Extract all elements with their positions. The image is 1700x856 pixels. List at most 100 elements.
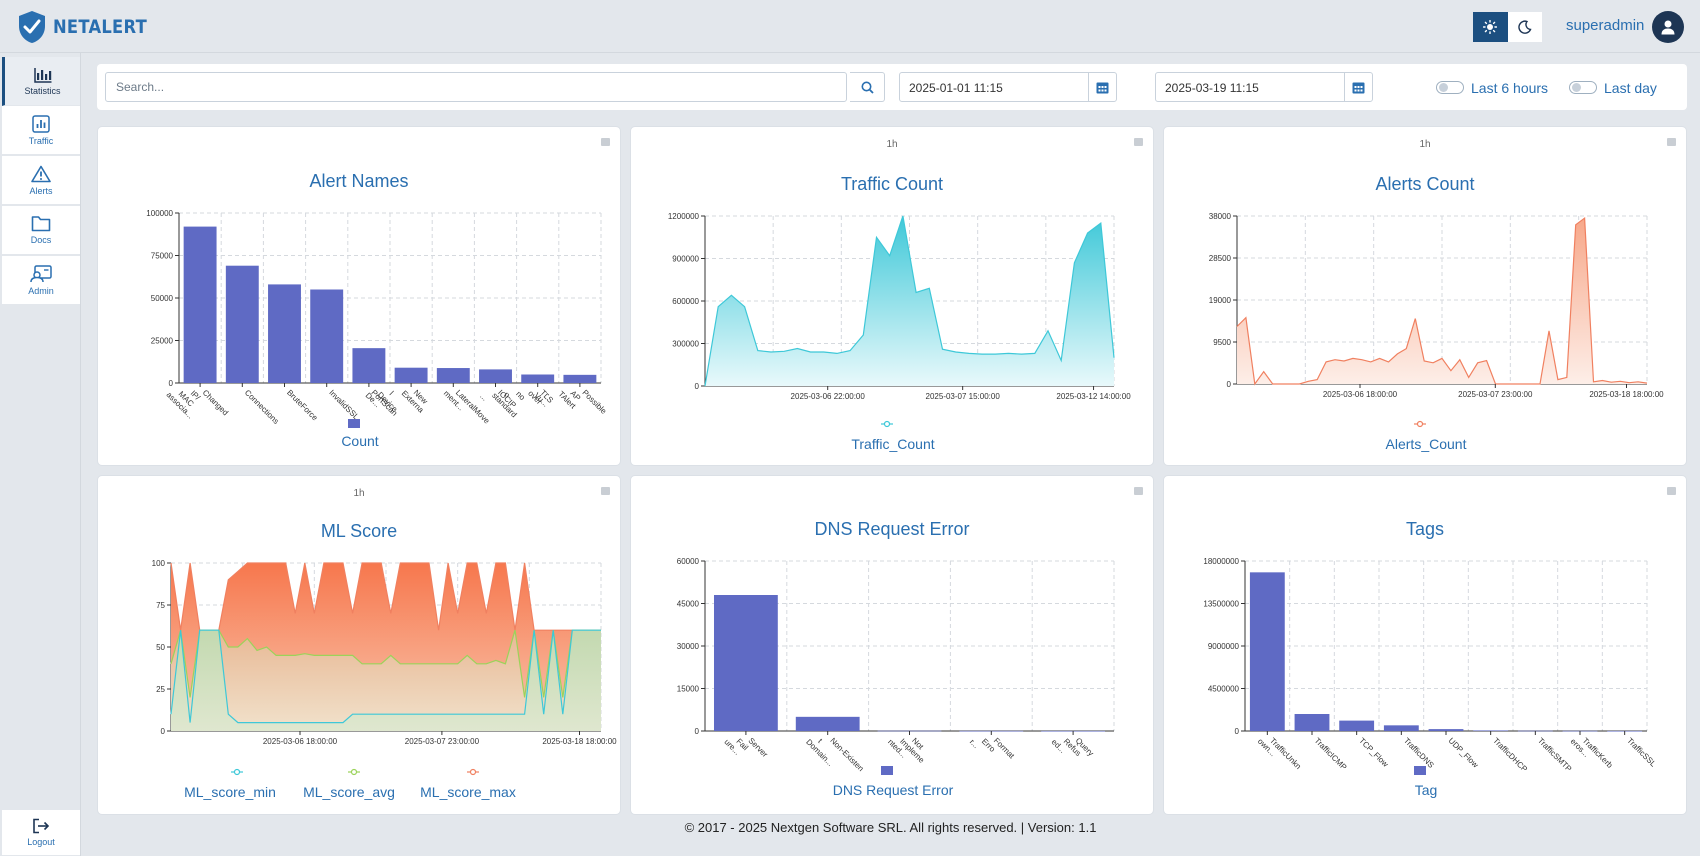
x-tick-label: LateralMovement... <box>442 382 492 432</box>
y-tick-label: 600000 <box>672 297 699 306</box>
legend-swatch <box>881 766 893 775</box>
sidebar-item-alerts[interactable]: Alerts <box>2 156 80 205</box>
y-tick-label: 900000 <box>672 255 699 264</box>
y-tick-label: 25000 <box>151 337 174 346</box>
card-dns-request-error: DNS Request Error 0 15000 30000 45000 60000 S… <box>630 475 1154 815</box>
x-tick-label: TrafficICMP <box>1313 736 1349 772</box>
card-traffic-count: 1h Traffic Count 0 300000 600000 900000 1200… <box>630 126 1154 466</box>
x-tick-label: 2025-03-07 15:00:00 <box>926 392 1001 401</box>
top-bar: NETALERT superadmin <box>0 0 1700 53</box>
sidebar-item-label: Alerts <box>29 185 53 196</box>
legend-label: Traffic_Count <box>851 436 935 452</box>
date-to-value: 2025-03-19 11:15 <box>1165 81 1259 95</box>
theme-toggle[interactable] <box>1473 12 1542 42</box>
sidebar-item-statistics[interactable]: Statistics <box>2 57 80 106</box>
card-menu-button[interactable] <box>1134 487 1143 495</box>
ml-score-chart: 0 25 50 75 100 2025-03-06 18:00:00 2025-03-07 … <box>152 559 617 776</box>
search-icon <box>861 81 874 94</box>
bar <box>394 367 428 383</box>
logout-label: Logout <box>27 837 55 847</box>
user-name[interactable]: superadmin <box>1566 17 1645 34</box>
light-mode-button[interactable] <box>1473 12 1508 42</box>
bar <box>1473 730 1509 732</box>
warning-triangle-icon <box>31 165 51 182</box>
user-avatar[interactable] <box>1652 11 1684 43</box>
legend-swatch <box>348 419 360 428</box>
y-tick-label: 4500000 <box>1208 685 1240 694</box>
x-tick-label: Connections <box>243 388 281 426</box>
x-tick-label: 2025-03-07 23:00:00 <box>1458 390 1533 399</box>
card-menu-button[interactable] <box>601 487 610 495</box>
y-tick-label: 100000 <box>146 209 173 218</box>
bar <box>268 284 301 383</box>
bar <box>1249 572 1285 731</box>
toggle-last-day[interactable] <box>1569 81 1597 94</box>
y-tick-label: 9500 <box>1213 338 1231 347</box>
date-from-field[interactable]: 2025-01-01 11:15 <box>899 72 1117 102</box>
y-tick-label: 50 <box>156 643 165 652</box>
legend-label: Tag <box>1414 782 1438 798</box>
footer: © 2017 - 2025 Nextgen Software SRL. All … <box>684 820 1097 835</box>
sidebar-item-label: Statistics <box>24 85 61 96</box>
series-line <box>704 215 1115 387</box>
search-button[interactable] <box>850 72 885 102</box>
bar <box>1294 714 1330 731</box>
card-title: Alert Names <box>309 171 409 191</box>
y-tick-label: 300000 <box>672 340 699 349</box>
legend-label: Count <box>341 433 379 449</box>
x-tick-label: FormatError... <box>968 725 1017 774</box>
card-menu-button[interactable] <box>601 138 610 146</box>
y-tick-label: 19000 <box>1209 296 1232 305</box>
app-logo[interactable]: NETALERT <box>17 10 162 44</box>
card-title: ML Score <box>320 521 398 541</box>
logout-icon <box>33 818 50 834</box>
y-tick-label: 75000 <box>151 252 174 261</box>
search-input[interactable] <box>106 73 848 101</box>
date-to-field[interactable]: 2025-03-19 11:15 <box>1155 72 1373 102</box>
sidebar-item-traffic[interactable]: Traffic <box>2 106 80 155</box>
y-tick-label: 45000 <box>677 600 700 609</box>
bar <box>713 595 778 731</box>
legend-label-min: ML_score_min <box>184 784 276 800</box>
dark-mode-button[interactable] <box>1507 12 1542 42</box>
legend-marker <box>469 768 477 776</box>
legend-label: DNS Request Error <box>832 782 954 798</box>
x-tick-label: BruteForce <box>285 388 320 423</box>
y-tick-label: 50000 <box>151 294 174 303</box>
alerts-count-chart: 0 9500 19000 28500 38000 2025-03-06 18:00:00 2… <box>1209 212 1664 428</box>
bar <box>1339 720 1375 731</box>
sidebar-item-docs[interactable]: Docs <box>2 206 80 255</box>
bar <box>436 368 470 383</box>
logout-button[interactable]: Logout <box>2 810 80 856</box>
shield-logo-icon <box>19 11 45 43</box>
sidebar-item-admin[interactable]: Admin <box>2 256 80 305</box>
folder-icon <box>31 216 51 232</box>
toggle-last-day-label: Last day <box>1604 80 1657 96</box>
bar <box>795 716 860 731</box>
x-tick-label: TrafficSSL <box>1625 736 1658 769</box>
legend-marker <box>1416 420 1424 428</box>
date-from-value: 2025-01-01 11:15 <box>909 81 1003 95</box>
date-from-picker[interactable] <box>1088 73 1116 101</box>
calendar-icon <box>1096 82 1109 93</box>
card-alert-names: Alert Names 0 25000 50000 75000 100000 Change… <box>97 126 621 466</box>
card-menu-button[interactable] <box>1667 487 1676 495</box>
bar <box>183 226 217 383</box>
series-line <box>1236 217 1648 386</box>
y-tick-label: 25 <box>156 685 165 694</box>
y-tick-label: 38000 <box>1209 212 1232 221</box>
interval-tag: 1h <box>353 488 365 499</box>
toggle-last-6-hours-label: Last 6 hours <box>1471 80 1549 96</box>
x-tick-label: TrafficDNS <box>1402 736 1436 770</box>
toggle-last-6-hours[interactable] <box>1436 81 1464 94</box>
x-tick-label: QueryRefused... <box>1050 725 1096 771</box>
x-tick-label: UDP_Flow <box>1447 736 1481 770</box>
x-tick-label: TrafficDHCP <box>1491 736 1529 774</box>
date-to-picker[interactable] <box>1344 73 1372 101</box>
card-menu-button[interactable] <box>1134 138 1143 146</box>
card-menu-button[interactable] <box>1667 138 1676 146</box>
legend-label-avg: ML_score_avg <box>303 784 395 800</box>
interval-tag: 1h <box>886 139 898 150</box>
alert-names-chart: 0250005000075000100000ChangedIP/MACassoc… <box>146 209 609 432</box>
